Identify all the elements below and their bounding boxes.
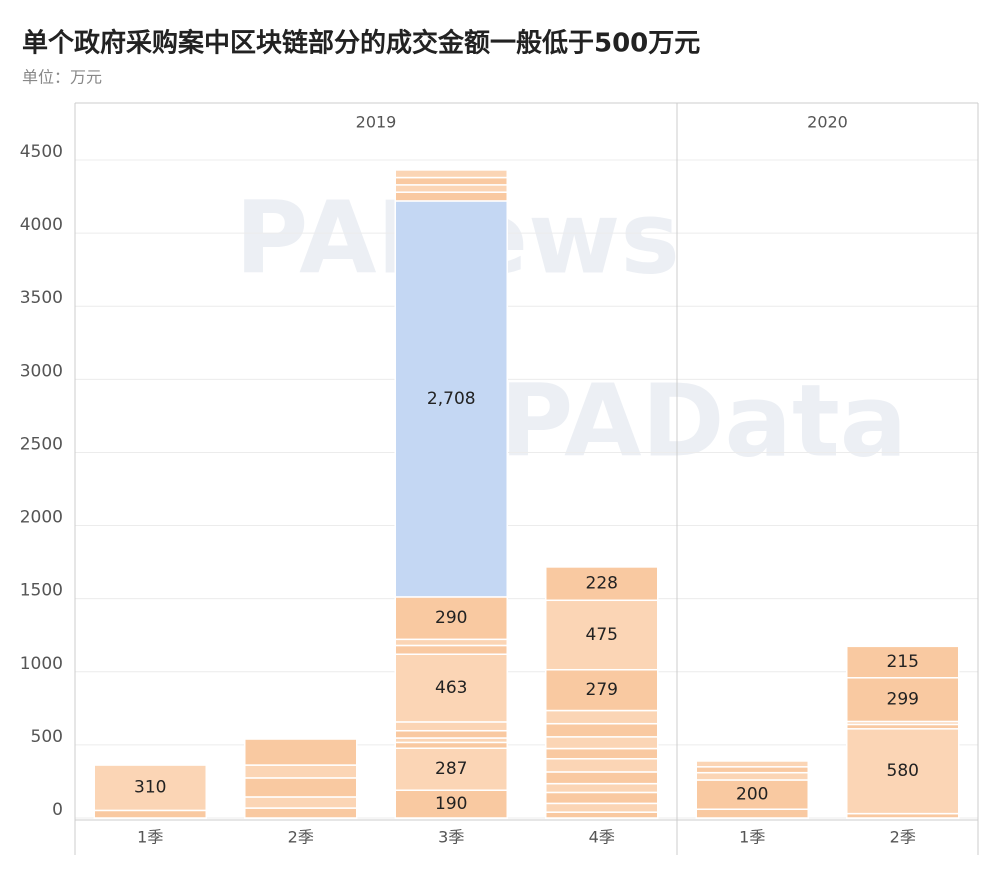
data-label: 190 bbox=[435, 794, 467, 814]
bar-segment bbox=[545, 782, 659, 794]
y-tick-label: 3500 bbox=[20, 288, 63, 308]
bar-segment bbox=[394, 176, 508, 186]
data-label: 299 bbox=[887, 690, 919, 710]
bar-segment bbox=[394, 747, 508, 791]
bar-segment bbox=[244, 777, 358, 798]
bar-segment bbox=[394, 653, 508, 723]
x-tick-label: 1季 bbox=[739, 828, 765, 847]
bar-segment bbox=[545, 722, 659, 738]
bar-segment bbox=[394, 644, 508, 655]
y-tick-label: 4000 bbox=[20, 215, 63, 235]
bar-segment bbox=[93, 764, 207, 812]
data-label: 463 bbox=[435, 678, 467, 698]
bar-segment bbox=[695, 808, 809, 819]
x-tick-label: 1季 bbox=[137, 828, 163, 847]
group-label: 2020 bbox=[807, 113, 848, 132]
bar-segment bbox=[394, 191, 508, 202]
x-tick-label: 3季 bbox=[438, 828, 464, 847]
bar-segment bbox=[394, 596, 508, 641]
bar-segment bbox=[545, 747, 659, 760]
y-tick-label: 500 bbox=[31, 727, 63, 747]
bar-segment bbox=[545, 802, 659, 813]
bar-segment bbox=[545, 599, 659, 671]
bar-segment bbox=[244, 796, 358, 809]
bar-segment bbox=[545, 811, 659, 819]
y-tick-label: 2000 bbox=[20, 508, 63, 528]
bar-segment bbox=[545, 709, 659, 725]
data-label: 279 bbox=[586, 680, 618, 700]
data-label: 215 bbox=[887, 652, 919, 672]
bar-segment bbox=[545, 771, 659, 785]
x-tick-label: 2季 bbox=[890, 828, 916, 847]
data-label: 2,708 bbox=[427, 389, 476, 409]
bar-segment bbox=[545, 758, 659, 773]
y-tick-label: 2500 bbox=[20, 434, 63, 454]
bar-segment bbox=[695, 760, 809, 768]
group-label: 2019 bbox=[356, 113, 397, 132]
data-label: 475 bbox=[586, 625, 618, 645]
bar-segment bbox=[93, 809, 207, 819]
bar-segment bbox=[545, 736, 659, 750]
data-label: 228 bbox=[586, 574, 618, 594]
bar-segment bbox=[394, 789, 508, 819]
watermark: PAData bbox=[500, 362, 907, 479]
bar-segment bbox=[695, 766, 809, 774]
bar-segment bbox=[695, 771, 809, 781]
bar-segment bbox=[394, 638, 508, 647]
data-label: 310 bbox=[134, 778, 166, 798]
bar-segment bbox=[394, 729, 508, 739]
bar-segment bbox=[846, 728, 960, 815]
y-tick-label: 1500 bbox=[20, 581, 63, 601]
data-label: 290 bbox=[435, 608, 467, 628]
chart-title: 单个政府采购案中区块链部分的成交金额一般低于500万元 bbox=[22, 28, 700, 59]
x-tick-label: 4季 bbox=[589, 828, 615, 847]
chart-subtitle: 单位：万元 bbox=[22, 68, 102, 87]
y-tick-label: 3000 bbox=[20, 361, 63, 381]
data-label: 287 bbox=[435, 759, 467, 779]
bar-segment bbox=[394, 741, 508, 750]
bar-segment bbox=[244, 764, 358, 779]
bar-segment bbox=[545, 566, 659, 602]
bar-segment bbox=[244, 807, 358, 819]
y-tick-label: 4500 bbox=[20, 142, 63, 162]
bar-segment bbox=[394, 721, 508, 732]
bar-segment bbox=[394, 200, 508, 598]
bar-segment bbox=[846, 645, 960, 679]
bar-segment bbox=[394, 184, 508, 193]
bar-segment bbox=[244, 738, 358, 766]
y-tick-label: 0 bbox=[52, 800, 63, 820]
data-label: 580 bbox=[887, 761, 919, 781]
x-tick-label: 2季 bbox=[288, 828, 314, 847]
data-label: 200 bbox=[736, 785, 768, 805]
bar-segment bbox=[545, 791, 659, 805]
bar-segment bbox=[394, 169, 508, 179]
y-tick-label: 1000 bbox=[20, 654, 63, 674]
